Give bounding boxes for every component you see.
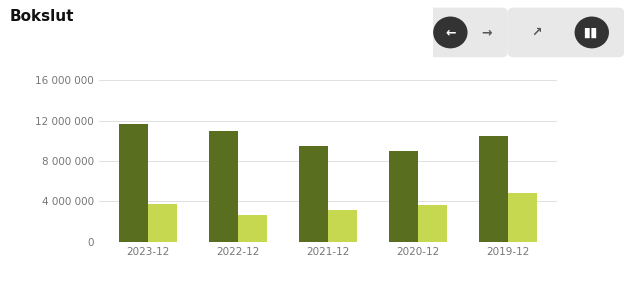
Text: →: →	[482, 26, 492, 39]
Bar	[238, 214, 267, 242]
Bar	[418, 206, 447, 242]
Bar	[148, 204, 177, 242]
Text: Bokslut: Bokslut	[10, 9, 74, 24]
Bar	[479, 136, 508, 242]
Text: ←: ←	[445, 26, 455, 39]
Bar	[389, 151, 418, 242]
Bar	[508, 193, 537, 242]
Text: ↗: ↗	[531, 26, 541, 39]
Bar	[119, 124, 148, 242]
Circle shape	[433, 17, 468, 48]
Text: ▋▋: ▋▋	[584, 27, 599, 37]
Bar	[328, 209, 357, 242]
FancyBboxPatch shape	[508, 8, 624, 57]
FancyBboxPatch shape	[427, 8, 508, 57]
Bar	[299, 146, 328, 242]
Circle shape	[575, 17, 609, 48]
Bar	[210, 131, 238, 242]
